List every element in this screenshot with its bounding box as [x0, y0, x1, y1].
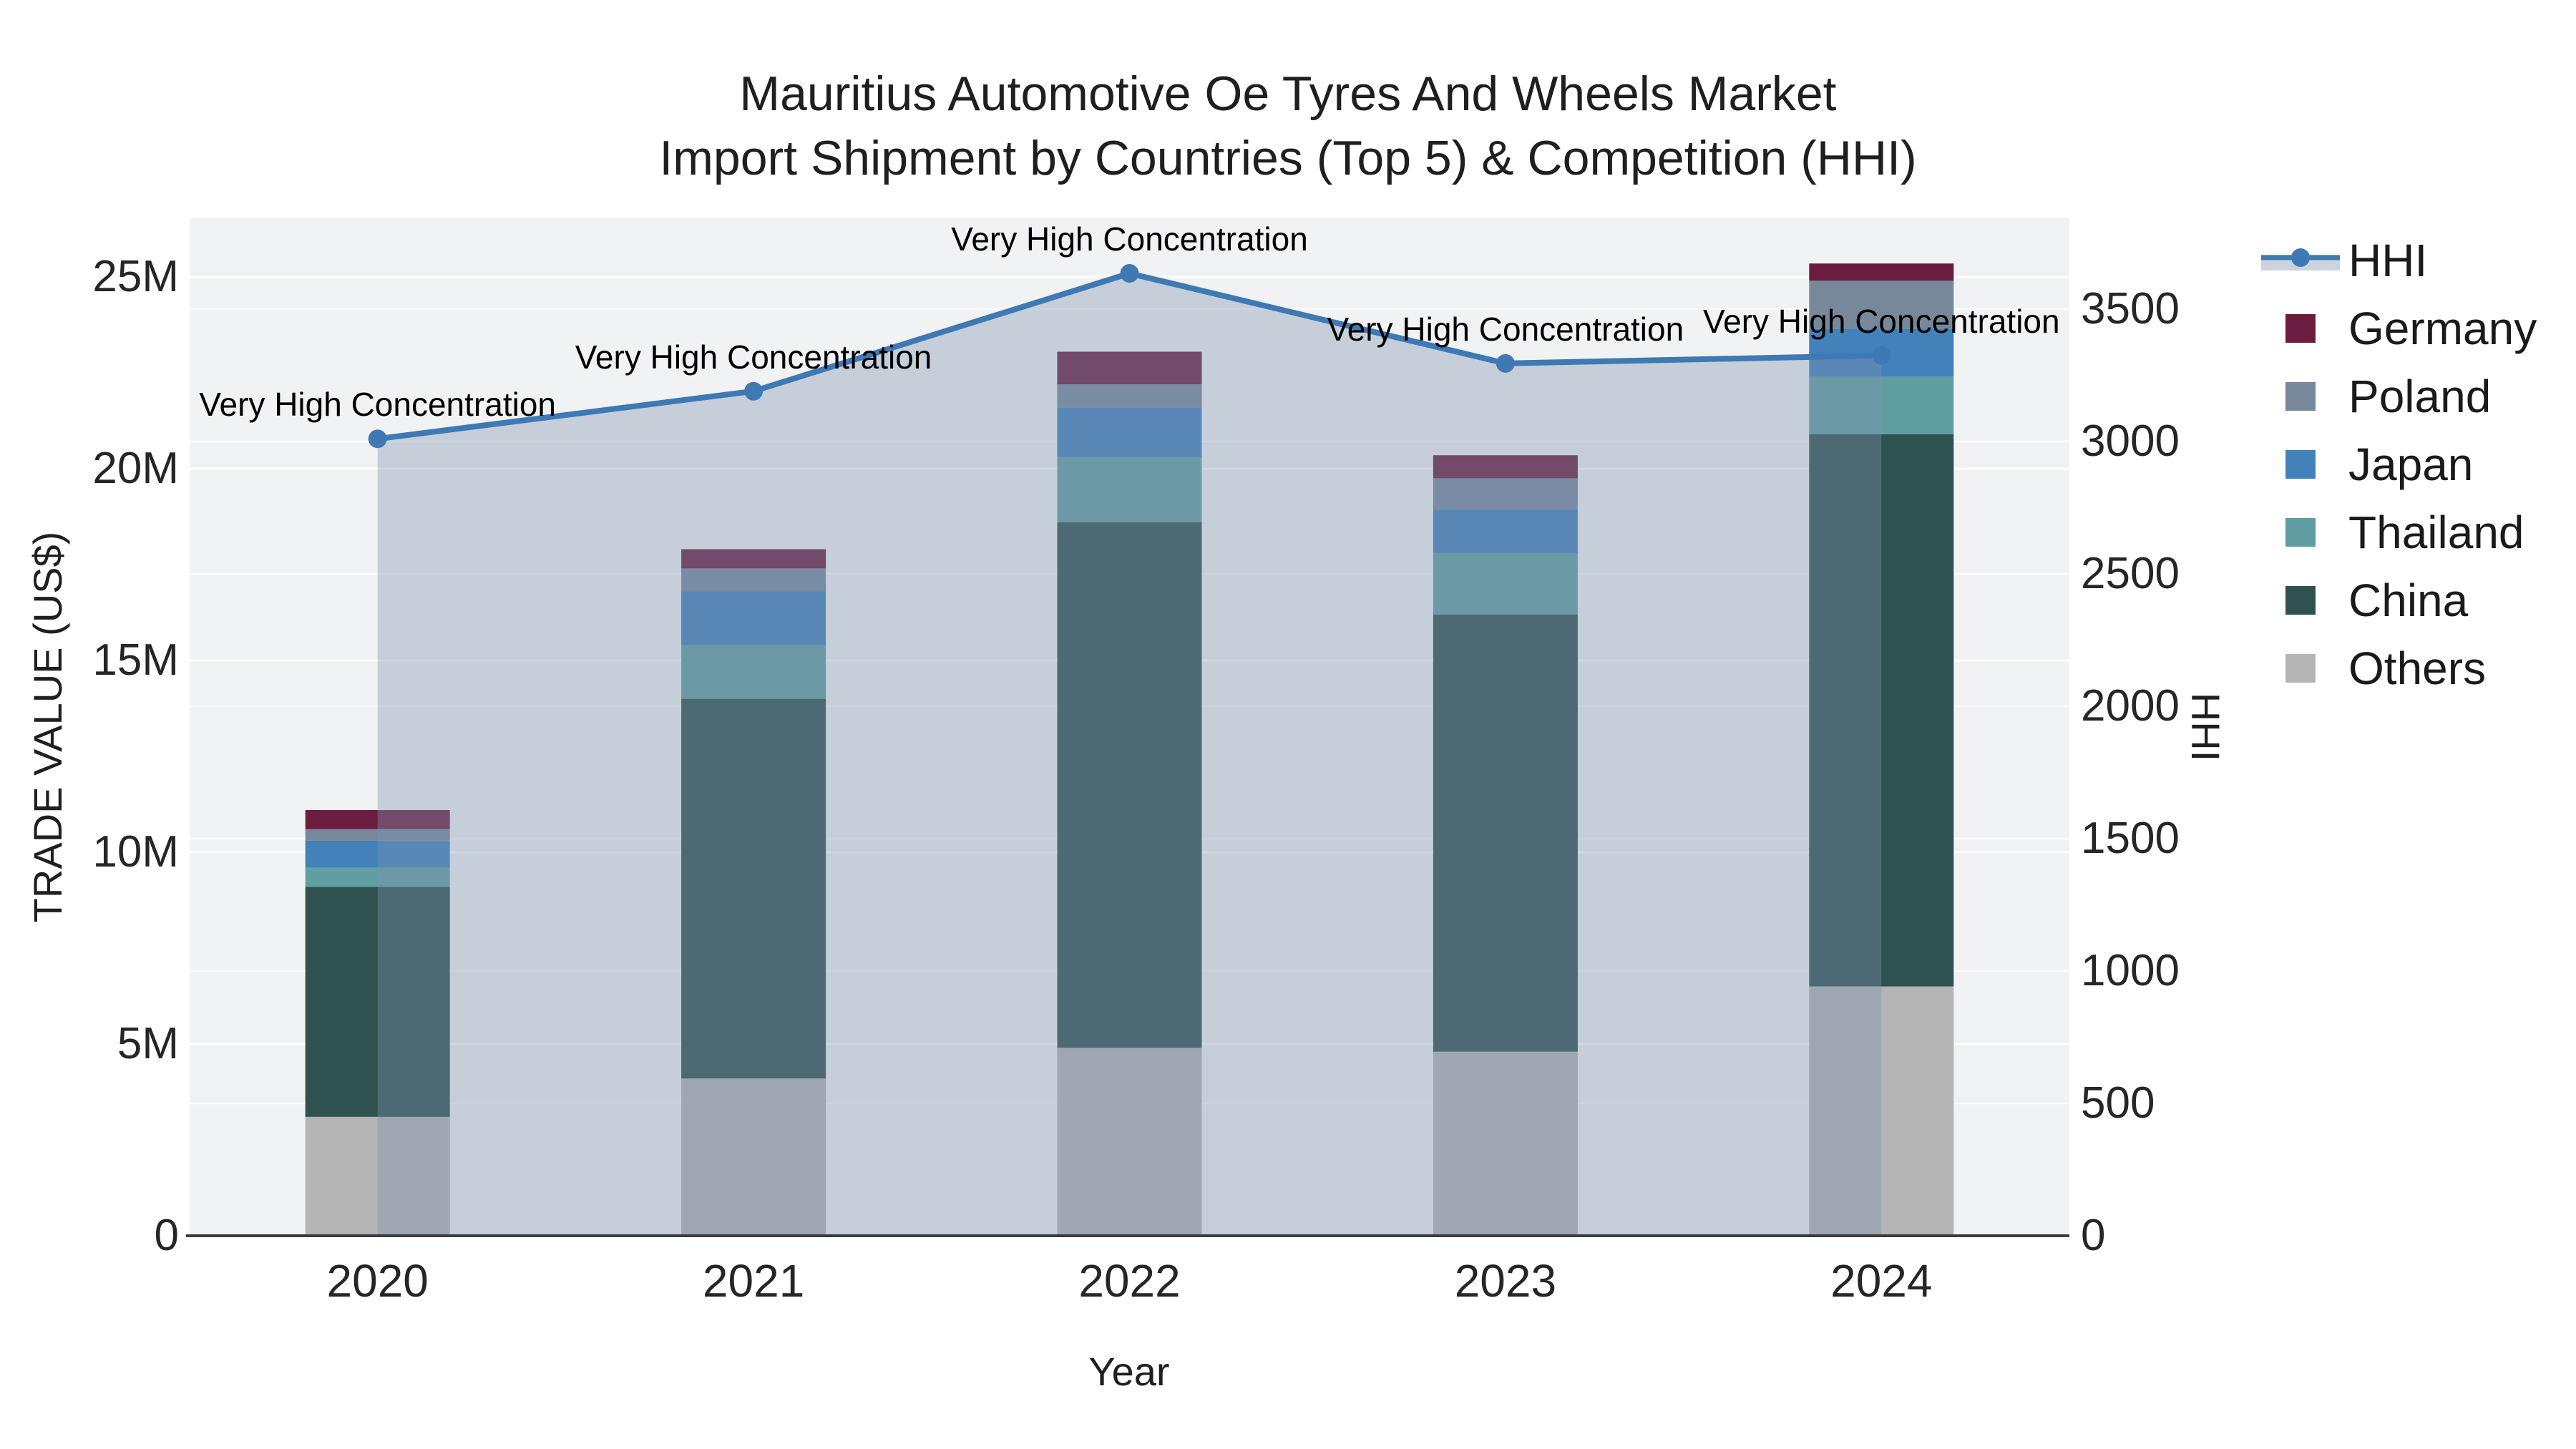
chart-title-line1: Mauritius Automotive Oe Tyres And Wheels…	[739, 67, 1837, 121]
hhi-marker-2022[interactable]	[1120, 264, 1139, 283]
legend-swatch-china-icon	[2285, 585, 2316, 615]
legend-swatch-others-icon	[2285, 653, 2316, 683]
annotation-2023: Very High Concentration	[1327, 310, 1684, 348]
annotation-2021: Very High Concentration	[575, 338, 932, 376]
legend-label-hhi: HHI	[2348, 234, 2428, 286]
annotation-2024: Very High Concentration	[1702, 302, 2060, 340]
legend-label-thailand: Thailand	[2348, 506, 2524, 558]
x-axis-tick-2022: 2022	[1078, 1255, 1181, 1307]
left-axis-tick-20M: 20M	[92, 444, 179, 493]
bar-segment-germany-2020[interactable]	[305, 810, 450, 829]
legend-label-others: Others	[2348, 642, 2487, 694]
left-axis-tick-10M: 10M	[92, 827, 179, 877]
legend-label-poland: Poland	[2348, 370, 2492, 422]
legend-label-china: China	[2348, 574, 2469, 626]
legend-item-china[interactable]: China	[2261, 566, 2537, 634]
legend-label-germany: Germany	[2348, 302, 2537, 354]
bar-segment-japan-2020[interactable]	[305, 840, 450, 868]
hhi-marker-2024[interactable]	[1872, 346, 1891, 365]
legend-label-japan: Japan	[2348, 438, 2474, 490]
annotation-2022: Very High Concentration	[951, 220, 1308, 258]
bar-segment-china-2023[interactable]	[1433, 614, 1578, 1052]
bar-segment-germany-2024[interactable]	[1809, 263, 1954, 281]
bar-segment-poland-2024[interactable]	[1809, 280, 1954, 329]
bar-segment-thailand-2020[interactable]	[305, 867, 450, 887]
left-axis-tick-5M: 5M	[117, 1019, 179, 1068]
legend-swatch-germany-icon	[2285, 313, 2316, 343]
bar-segment-china-2022[interactable]	[1057, 522, 1202, 1048]
hhi-marker-2021[interactable]	[744, 381, 763, 401]
x-axis-tick-2021: 2021	[702, 1255, 805, 1307]
chart-title-line2: Import Shipment by Countries (Top 5) & C…	[659, 131, 1917, 185]
left-axis-tick-0: 0	[154, 1211, 179, 1260]
hhi-marker-2020[interactable]	[368, 429, 387, 449]
left-axis-tick-25M: 25M	[92, 252, 179, 301]
annotation-2020: Very High Concentration	[199, 386, 556, 424]
bar-segment-others-2021[interactable]	[681, 1078, 826, 1236]
x-axis-title: Year	[1088, 1349, 1170, 1394]
x-axis-tick-2024: 2024	[1830, 1255, 1933, 1307]
hhi-marker-2023[interactable]	[1496, 353, 1515, 373]
bar-segment-poland-2020[interactable]	[305, 829, 450, 841]
legend-item-hhi[interactable]: HHI	[2261, 226, 2537, 294]
bar-segment-others-2023[interactable]	[1433, 1051, 1578, 1236]
bar-segment-japan-2023[interactable]	[1433, 509, 1578, 553]
bar-segment-thailand-2022[interactable]	[1057, 457, 1202, 523]
legend-item-germany[interactable]: Germany	[2261, 294, 2537, 362]
legend-item-japan[interactable]: Japan	[2261, 430, 2537, 498]
bar-segment-japan-2022[interactable]	[1057, 407, 1202, 457]
legend-swatch-poland-icon	[2285, 381, 2316, 411]
bar-segment-china-2024[interactable]	[1809, 434, 1954, 987]
bar-segment-poland-2021[interactable]	[681, 568, 826, 592]
bar-segment-germany-2021[interactable]	[681, 549, 826, 569]
right-axis-tick-1500: 1500	[2081, 814, 2180, 863]
bar-segment-others-2024[interactable]	[1809, 986, 1954, 1236]
bar-segment-thailand-2021[interactable]	[681, 645, 826, 699]
right-axis-tick-2500: 2500	[2081, 549, 2180, 598]
bar-segment-germany-2022[interactable]	[1057, 351, 1202, 385]
x-axis-tick-2023: 2023	[1454, 1255, 1557, 1307]
bar-segment-japan-2021[interactable]	[681, 591, 826, 645]
x-axis-tick-2020: 2020	[326, 1255, 429, 1307]
right-axis-tick-2000: 2000	[2081, 681, 2180, 731]
bar-segment-china-2020[interactable]	[305, 887, 450, 1117]
legend: HHI Germany Poland Japan Thailand China Others	[2261, 226, 2537, 702]
legend-item-thailand[interactable]: Thailand	[2261, 498, 2537, 566]
right-axis-tick-3500: 3500	[2081, 284, 2180, 333]
bar-segment-china-2021[interactable]	[681, 698, 826, 1079]
legend-item-others[interactable]: Others	[2261, 634, 2537, 702]
bar-segment-others-2020[interactable]	[305, 1116, 450, 1236]
bar-segment-thailand-2023[interactable]	[1433, 552, 1578, 615]
right-axis-title: HHI	[2183, 692, 2228, 762]
right-axis-tick-3000: 3000	[2081, 416, 2180, 466]
legend-swatch-thailand-icon	[2285, 517, 2316, 547]
right-axis-tick-1000: 1000	[2081, 946, 2180, 995]
hhi-area-fill	[377, 273, 1882, 1236]
legend-swatch-japan-icon	[2285, 449, 2316, 479]
bar-segment-germany-2023[interactable]	[1433, 455, 1578, 479]
left-axis-title: TRADE VALUE (US$)	[25, 531, 70, 923]
left-axis-tick-15M: 15M	[92, 635, 179, 685]
hhi-line-swatch-icon	[2261, 248, 2340, 270]
right-axis-tick-500: 500	[2081, 1078, 2155, 1128]
bar-segment-poland-2023[interactable]	[1433, 478, 1578, 509]
legend-item-poland[interactable]: Poland	[2261, 362, 2537, 430]
bar-segment-others-2022[interactable]	[1057, 1048, 1202, 1236]
bar-segment-poland-2022[interactable]	[1057, 384, 1202, 408]
bar-segment-thailand-2024[interactable]	[1809, 376, 1954, 434]
right-axis-tick-0: 0	[2081, 1211, 2106, 1260]
